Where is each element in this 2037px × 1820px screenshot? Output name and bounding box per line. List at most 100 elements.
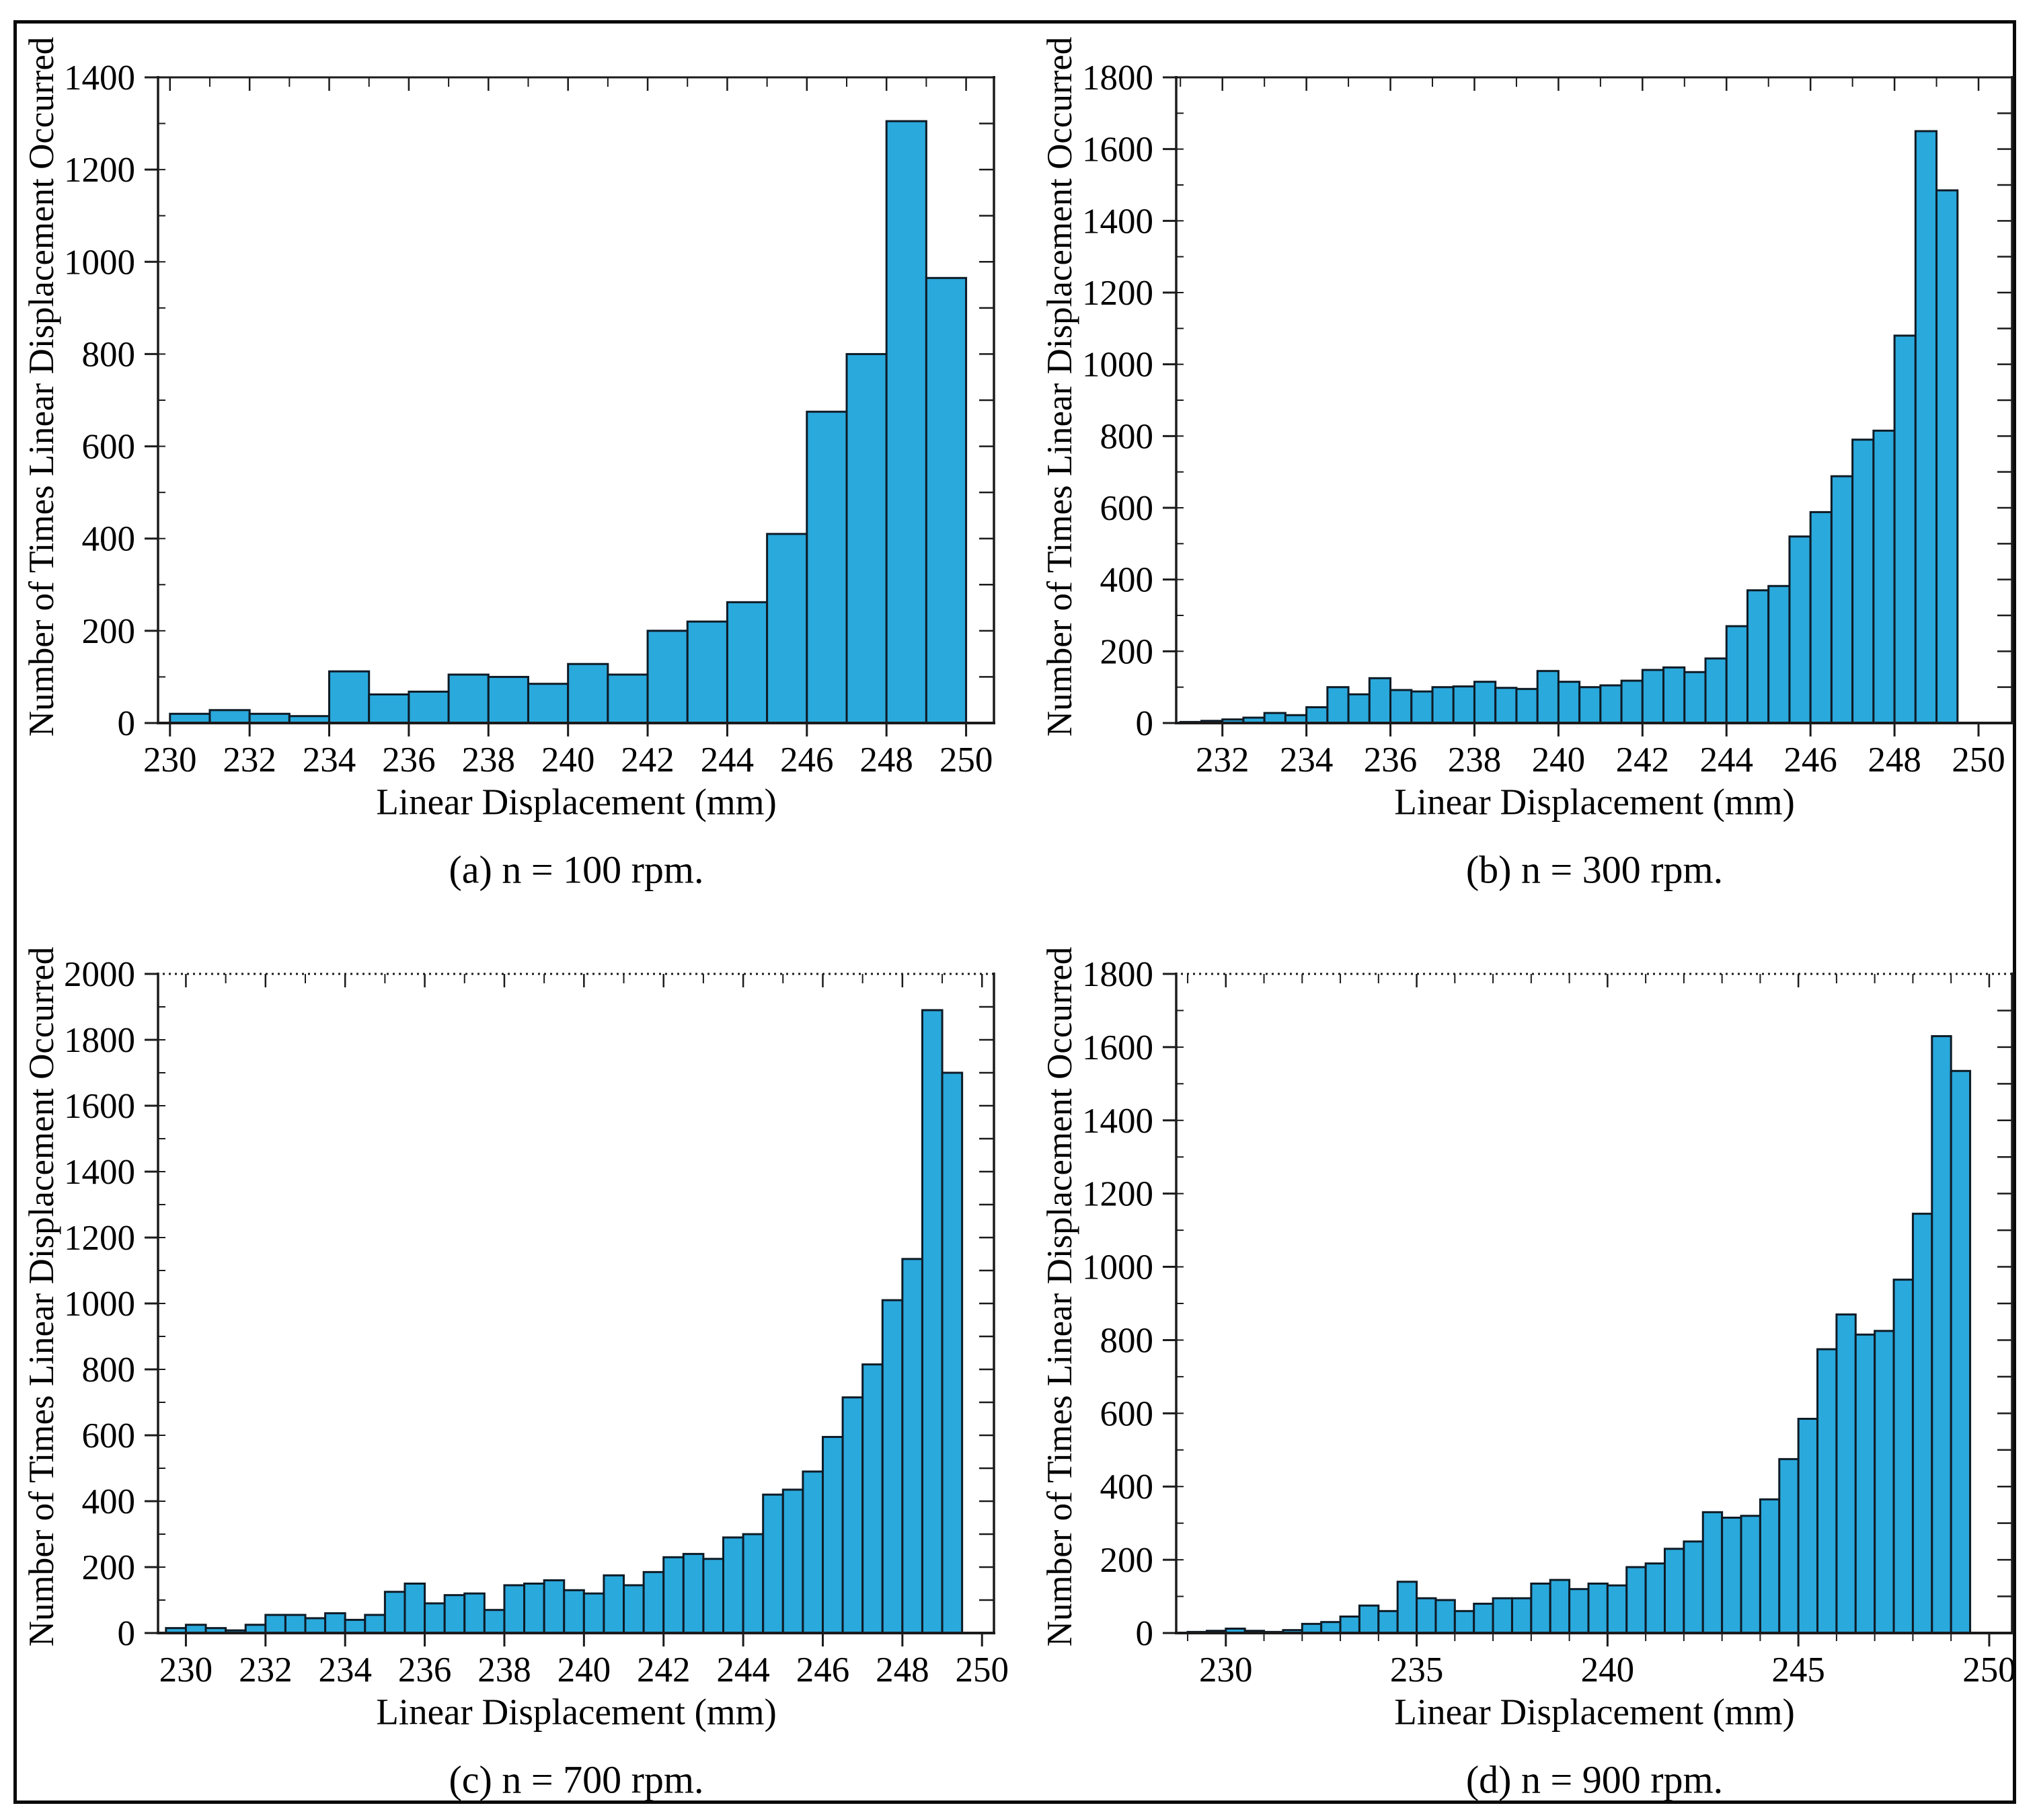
histogram-bar [925,276,968,724]
histogram-bar [1854,1333,1876,1634]
histogram-bar [447,673,490,724]
x-tick-label: 250 [939,741,993,780]
histogram-bar [901,1258,923,1634]
y-tick-label: 0 [1136,1614,1154,1653]
histogram-bar [383,1591,406,1634]
histogram-c-canvas: 0 200 400 600 800 1000 1200 1400 1600 1800 2000 230… [64,955,1009,1690]
histogram-bar [722,1536,744,1634]
histogram-bar [328,670,371,724]
x-tick-label: 236 [398,1651,452,1690]
x-tick-label: 242 [1616,741,1670,780]
histogram-bar [766,533,808,724]
x-tick-label: 240 [1532,741,1586,780]
y-tick-label: 1400 [1082,1102,1153,1141]
subplot-caption-b: (b) n = 300 rpm. [1465,847,1724,892]
histogram-bar [424,1602,446,1634]
x-tick-label: 246 [1783,741,1837,780]
x-tick-label: 235 [1390,1651,1444,1690]
histogram-bar [169,712,211,724]
x-tick-label: 240 [541,741,595,780]
x-tick-label: 232 [223,741,276,780]
x-tick-label: 238 [1448,741,1502,780]
x-axis-label-c: Linear Displacement (mm) [376,1691,777,1733]
y-axis-label-a: Number of Times Linear Displacement Occu… [22,36,61,737]
y-tick-label: 0 [1136,704,1154,743]
histogram-bar [1835,1313,1857,1634]
histogram-bar [861,1363,884,1634]
x-tick-label: 244 [716,1651,770,1690]
x-tick-label: 240 [558,1651,611,1690]
histogram-bar [1339,1616,1360,1634]
histogram-bar [567,662,609,724]
y-tick-label: 1200 [64,1219,135,1258]
histogram-bar [1530,1583,1551,1634]
histogram-bar [324,1612,346,1634]
y-axis-label-c: Number of Times Linear Displacement Occu… [22,946,61,1647]
histogram-bar [1510,1597,1533,1634]
y-tick-label: 200 [1100,632,1154,671]
y-tick-label: 1000 [64,1285,135,1324]
histogram-bar [1778,1457,1800,1634]
histogram-bar [1453,1609,1475,1634]
histogram-bar [1389,689,1413,724]
y-tick-label: 1800 [64,1021,135,1060]
y-tick-label: 600 [1100,1394,1154,1433]
x-tick-label: 234 [1280,741,1334,780]
histogram-bar [1872,429,1896,724]
histogram-bar [1492,1597,1513,1634]
x-tick-label: 248 [876,1651,929,1690]
histogram-bar [1830,475,1854,724]
histogram-bar [1434,1599,1456,1634]
x-tick-label: 232 [1196,741,1250,780]
histogram-bar [1358,1604,1380,1634]
histogram-bar [1893,334,1917,724]
histogram-bar [1721,1517,1742,1634]
histogram-bar [607,673,649,724]
histogram-bar [1494,687,1518,724]
histogram-bar [408,690,450,724]
y-tick-label: 1800 [1082,59,1153,98]
histogram-bar [304,1617,327,1634]
x-tick-label: 234 [318,1651,372,1690]
y-tick-label: 1200 [64,151,135,190]
y-tick-label: 200 [82,1548,136,1587]
y-tick-label: 1400 [64,1153,135,1192]
x-tick-label: 245 [1771,1651,1825,1690]
histogram-bar [742,1533,765,1634]
y-tick-label: 1000 [64,243,135,282]
histogram-bar [1515,687,1539,724]
y-tick-label: 1000 [1082,1248,1153,1287]
histogram-bar [1935,189,1959,724]
histogram-a-canvas: 0 200 400 600 800 1000 1200 1400 230 232 234 236 238… [64,59,995,780]
histogram-bar [1620,679,1644,724]
x-axis-label-b: Linear Displacement (mm) [1394,781,1795,823]
histogram-bar [821,1435,844,1634]
histogram-bar [1797,1418,1819,1634]
histogram-bar [248,712,291,724]
histogram-bar [1568,1588,1590,1634]
histogram-bar [1431,686,1455,724]
histogram-bar [845,352,888,724]
y-tick-label: 1600 [1082,1028,1153,1067]
histogram-bar [642,1570,665,1634]
histogram-bar [543,1579,566,1634]
histogram-bar [208,709,251,724]
histogram-bar [762,1493,784,1634]
histogram-bar [646,630,689,724]
y-tick-label: 400 [1100,561,1154,600]
histogram-bar [487,675,529,724]
histogram-bar [881,1299,904,1634]
histogram-bar [662,1556,685,1634]
x-tick-label: 236 [1364,741,1418,780]
histogram-bar [1704,657,1728,724]
histogram-bar [1416,1597,1437,1634]
histogram-bar [1950,1069,1972,1634]
y-tick-label: 800 [1100,417,1154,456]
histogram-bar [1473,681,1497,724]
histogram-bar [1788,535,1812,724]
y-tick-label: 800 [82,1351,136,1390]
y-tick-label: 2000 [64,955,135,994]
y-tick-label: 0 [118,1614,136,1653]
histogram-bar [1326,686,1350,724]
